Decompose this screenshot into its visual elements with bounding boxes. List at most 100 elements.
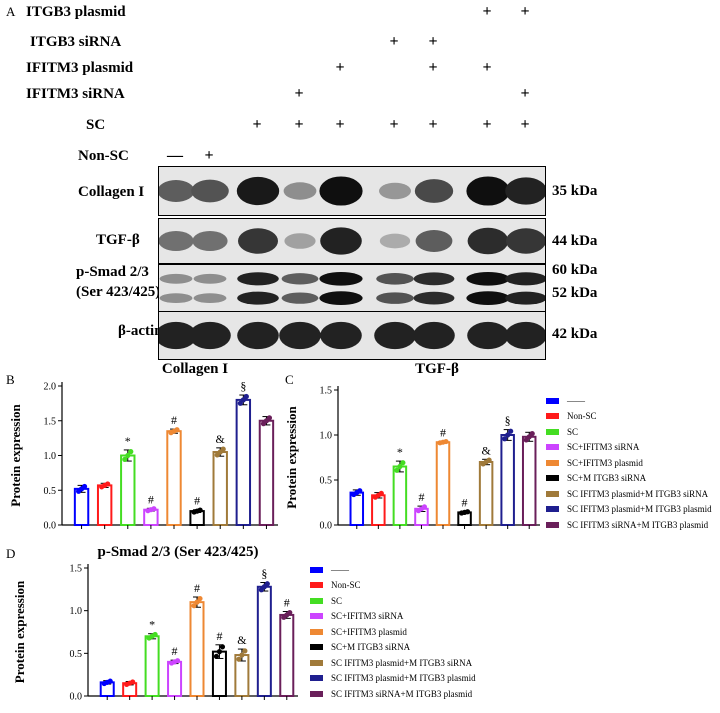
blot-band	[505, 272, 545, 286]
condition-label: IFITM3 plasmid	[26, 60, 134, 76]
blot-band	[281, 292, 319, 304]
data-point	[125, 452, 131, 459]
y-tick-label: 1.5	[320, 386, 333, 397]
condition-sign: +	[428, 116, 438, 133]
condition-sign: +	[482, 3, 492, 20]
significance-mark: #	[440, 425, 446, 439]
legend-swatch	[546, 521, 559, 528]
blot-band	[414, 179, 454, 203]
legend-label: SC IFITM3 plasmid+M ITGB3 plasmid	[331, 673, 476, 684]
blot-band	[189, 321, 231, 350]
blot-band	[505, 177, 545, 205]
condition-sign: +	[294, 116, 304, 133]
blot-band	[467, 321, 509, 350]
condition-sign: +	[482, 59, 492, 76]
legend-label: SC IFITM3 plasmid+M ITGB3 siRNA	[567, 488, 709, 499]
molecular-weight-label: 42 kDa	[552, 326, 598, 342]
bar	[235, 398, 252, 526]
legend-label: SC IFITM3 plasmid+M ITGB3 plasmid	[567, 504, 712, 515]
data-point	[505, 432, 511, 438]
bar	[371, 494, 386, 527]
blot-band	[413, 291, 455, 305]
blot-band	[283, 182, 317, 200]
legend-label: SC+M ITGB3 siRNA	[331, 642, 411, 653]
blot-band	[320, 227, 362, 255]
blot-band	[505, 291, 545, 305]
blot-label: β-actin	[118, 323, 163, 339]
bar	[500, 434, 515, 526]
legend-swatch	[310, 644, 323, 651]
data-point	[400, 460, 406, 466]
blot-band	[413, 321, 455, 350]
significance-mark: &	[481, 443, 491, 457]
data-point	[220, 446, 226, 452]
bar	[212, 451, 228, 526]
legend-swatch	[546, 397, 559, 404]
legend-item: ——	[546, 393, 712, 409]
blot-band	[466, 176, 510, 206]
data-point	[81, 483, 88, 490]
legend-item: SC	[310, 593, 476, 609]
condition-sign: +	[520, 3, 530, 20]
legend-swatch	[546, 444, 559, 451]
blot-band	[192, 230, 228, 252]
data-point	[264, 581, 270, 587]
data-point	[443, 438, 449, 445]
significance-mark: #	[418, 490, 424, 504]
blot-band	[193, 293, 227, 304]
legend-swatch	[546, 413, 559, 420]
data-point	[266, 415, 273, 421]
y-axis-label: Protein expression	[12, 580, 27, 683]
blot-band	[505, 321, 545, 350]
legend-label: SC IFITM3 plasmid+M ITGB3 siRNA	[331, 657, 473, 668]
condition-sign: +	[335, 59, 345, 76]
y-tick-label: 0.5	[44, 486, 57, 497]
y-tick-label: 1.0	[320, 431, 333, 442]
legend-item: SC+M ITGB3 siRNA	[546, 471, 712, 487]
bar	[120, 454, 136, 526]
data-point	[194, 599, 200, 605]
data-point	[236, 656, 242, 662]
chart-title: TGF-β	[415, 361, 459, 377]
data-point	[197, 595, 203, 602]
bar	[96, 484, 113, 526]
blot-band	[236, 176, 280, 206]
blot-band	[376, 292, 414, 304]
legend-swatch	[546, 428, 559, 435]
legend-label: SC+M ITGB3 siRNA	[567, 473, 647, 484]
legend-swatch	[310, 582, 323, 589]
data-point	[240, 397, 246, 403]
legend-bottom: —— Non-SC SC SC+IFITM3 siRNA SC+IFITM3 plasm…	[310, 562, 476, 702]
data-point	[105, 481, 111, 487]
significance-mark: §	[261, 567, 267, 581]
significance-mark: &	[216, 432, 226, 446]
panel-letter-b: B	[6, 372, 15, 387]
condition-sign: +	[482, 116, 492, 133]
bar	[73, 487, 90, 526]
condition-sign: +	[389, 33, 399, 50]
y-tick-label: 1.5	[44, 416, 57, 427]
bar	[435, 441, 451, 526]
chart-p-smad: p-Smad 2/3 (Ser 423/425) Protein expressi…	[12, 544, 298, 703]
legend-item: SC+IFITM3 plasmid	[546, 455, 712, 471]
y-tick-label: 1.0	[70, 606, 83, 617]
molecular-weight-label: 52 kDa	[552, 285, 598, 301]
blot-band	[159, 273, 193, 284]
condition-sign: +	[204, 147, 214, 164]
legend-item: SC IFITM3 plasmid+M ITGB3 siRNA	[546, 486, 712, 502]
legend-swatch	[546, 459, 559, 466]
significance-mark: §	[505, 414, 511, 428]
legend-top: —— Non-SC SC SC+IFITM3 siRNA SC+IFITM3 plasm…	[546, 393, 712, 533]
blot-band	[320, 321, 362, 350]
legend-item: SC IFITM3 siRNA+M ITGB3 plasmid	[546, 517, 712, 533]
data-point	[237, 400, 243, 406]
legend-swatch	[546, 475, 559, 482]
chart-title: Collagen I	[162, 361, 228, 377]
chart-tgf-beta: TGF-β Protein expression 0.0 0.5 1.0 1.5 * # # # &…	[284, 361, 540, 532]
significance-mark: #	[284, 596, 290, 610]
bar	[258, 419, 275, 526]
data-point	[174, 427, 180, 433]
significance-mark: *	[125, 434, 131, 448]
blot-band	[159, 180, 195, 202]
data-point	[508, 428, 514, 434]
